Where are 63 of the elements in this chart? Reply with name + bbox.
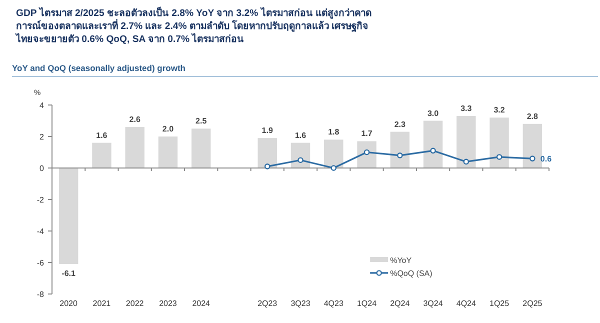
x-tick-label: 2Q24 [390, 299, 410, 308]
bar [423, 120, 443, 168]
bar [290, 142, 310, 168]
x-tick-label: 1Q25 [490, 299, 510, 308]
data-label: 2.6 [129, 115, 141, 124]
point [530, 156, 536, 162]
y-tick-label: -8 [36, 290, 45, 299]
bar [58, 168, 78, 264]
chart-title: GDP ไตรมาส 2/2025 ชะลอตัวลงเป็น 2.8% YoY จาก 3.2% ไตรมาสก่อน แต่สูงกว่าคาดการณ์ของตลาดและเราที่ 2.7% และ 2.4% ตามลำดับ โดยหากปรับฤดูกาลแล้ว เศรษฐกิจไทยจะขยายตัว 0.6% QoQ, SA จาก 0.7% ไตรมาสก่อน [16, 7, 372, 46]
bar [125, 127, 144, 168]
data-label: -6.1 [62, 269, 76, 278]
point [397, 152, 403, 158]
x-tick-label: 2023 [159, 299, 178, 308]
data-label: 3.2 [494, 106, 506, 115]
data-label: 1.6 [96, 130, 108, 140]
point [298, 157, 304, 164]
bar [456, 116, 476, 168]
bar [92, 142, 112, 168]
legend-label: %YoY [390, 256, 412, 265]
y-tick-label: 4 [40, 101, 45, 110]
x-tick-label: 2024 [192, 299, 211, 308]
y-tick-label: 0 [40, 164, 45, 173]
x-tick-label: 4Q24 [456, 299, 476, 308]
data-label: 1.6 [294, 130, 307, 140]
data-label: 2.0 [162, 124, 174, 134]
x-tick-label: 3Q23 [290, 299, 311, 308]
legend-label: %QoQ (SA) [390, 268, 433, 278]
data-label: 2.5 [196, 116, 208, 126]
x-tick-label: 2022 [126, 299, 144, 308]
bar [258, 138, 277, 168]
point [364, 149, 370, 156]
x-tick-label: 2020 [60, 299, 78, 308]
point [264, 164, 270, 170]
x-tick-label: 2021 [92, 299, 112, 308]
bar [357, 141, 376, 168]
bar [158, 136, 178, 168]
data-label: 2.8 [526, 112, 539, 121]
bar [490, 118, 509, 168]
data-label: 1.7 [361, 129, 373, 138]
data-label: 0.6 [540, 154, 552, 164]
point [496, 154, 502, 160]
point [430, 148, 436, 154]
x-tick-label: 1Q24 [356, 299, 378, 308]
point [330, 165, 337, 171]
x-tick-label: 2Q25 [522, 299, 543, 308]
chart-subtitle: YoY and QoQ (seasonally adjusted) growth [12, 63, 186, 73]
data-label: 3.3 [460, 104, 472, 114]
bar [324, 140, 344, 168]
bar [522, 124, 542, 168]
y-tick-label: -2 [36, 196, 45, 204]
y-tick-label: -6 [36, 258, 45, 268]
data-label: 1.8 [328, 128, 340, 137]
x-tick-label: 4Q23 [324, 299, 344, 308]
bar [191, 128, 211, 168]
x-tick-label: 3Q24 [423, 299, 444, 308]
data-label: 1.9 [262, 126, 274, 136]
data-label: 2.3 [394, 120, 406, 129]
point [463, 158, 470, 165]
data-label: 3.0 [427, 108, 440, 118]
x-tick-label: 2Q23 [258, 299, 278, 308]
y-tick-label: 2 [40, 132, 45, 142]
y-tick-label: -4 [36, 227, 45, 236]
bar [390, 132, 410, 168]
